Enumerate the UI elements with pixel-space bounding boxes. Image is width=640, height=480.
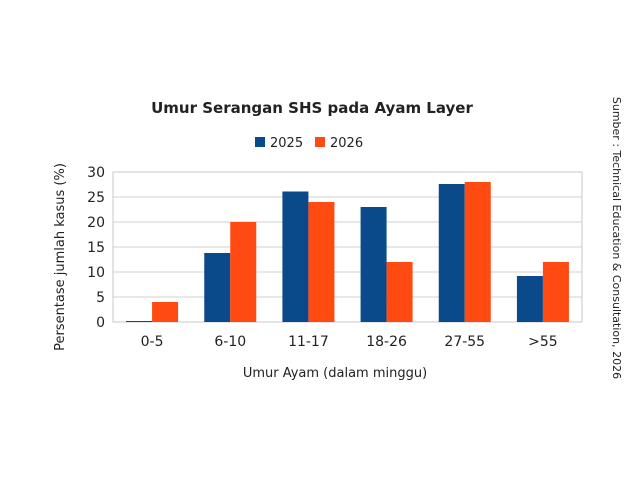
bar-2026-11-17 (308, 202, 335, 322)
y-tick-label: 30 (87, 165, 105, 181)
x-tick-label: >55 (528, 334, 558, 350)
y-tick-label: 15 (87, 240, 105, 256)
x-tick-label: 6-10 (214, 334, 246, 350)
y-tick-label: 25 (87, 190, 105, 206)
legend-label: 2026 (330, 136, 363, 151)
y-axis-label: Persentase jumlah kasus (%) (53, 163, 68, 351)
x-tick-label: 11-17 (288, 334, 329, 350)
chart-title: Umur Serangan SHS pada Ayam Layer (151, 99, 473, 117)
bar-2026-0-5 (152, 302, 179, 322)
legend-label: 2025 (270, 136, 303, 151)
bars (126, 182, 569, 322)
x-tick-label: 18-26 (366, 334, 407, 350)
bar-2026->55 (542, 262, 569, 322)
bar-2025->55 (516, 276, 543, 322)
bar-2025-11-17 (282, 191, 309, 322)
bar-2026-18-26 (386, 262, 413, 322)
source-note: Sumber : Technical Education & Consultat… (610, 97, 623, 379)
bar-2025-27-55 (438, 184, 465, 322)
gridlines (113, 171, 582, 323)
legend: 2025 2026 (255, 136, 363, 151)
y-tick-label: 20 (87, 215, 105, 231)
x-tick-labels: 0-5 6-10 11-17 18-26 27-55 >55 (141, 334, 558, 350)
x-tick-label: 0-5 (141, 334, 164, 350)
bar-2025-6-10 (204, 253, 231, 322)
bar-2026-6-10 (230, 222, 257, 322)
bar-2026-27-55 (464, 182, 491, 322)
plot-frame (112, 171, 583, 323)
x-axis-label: Umur Ayam (dalam minggu) (243, 366, 427, 381)
bar-2025-0-5 (126, 321, 153, 322)
legend-swatch-2026 (315, 137, 325, 147)
y-tick-label: 0 (96, 315, 105, 331)
bar-2025-18-26 (360, 207, 387, 322)
y-tick-labels: 0 5 10 15 20 25 30 (87, 165, 105, 331)
y-tick-label: 5 (96, 290, 105, 306)
legend-swatch-2025 (255, 137, 265, 147)
x-tick-label: 27-55 (444, 334, 485, 350)
y-tick-label: 10 (87, 265, 105, 281)
